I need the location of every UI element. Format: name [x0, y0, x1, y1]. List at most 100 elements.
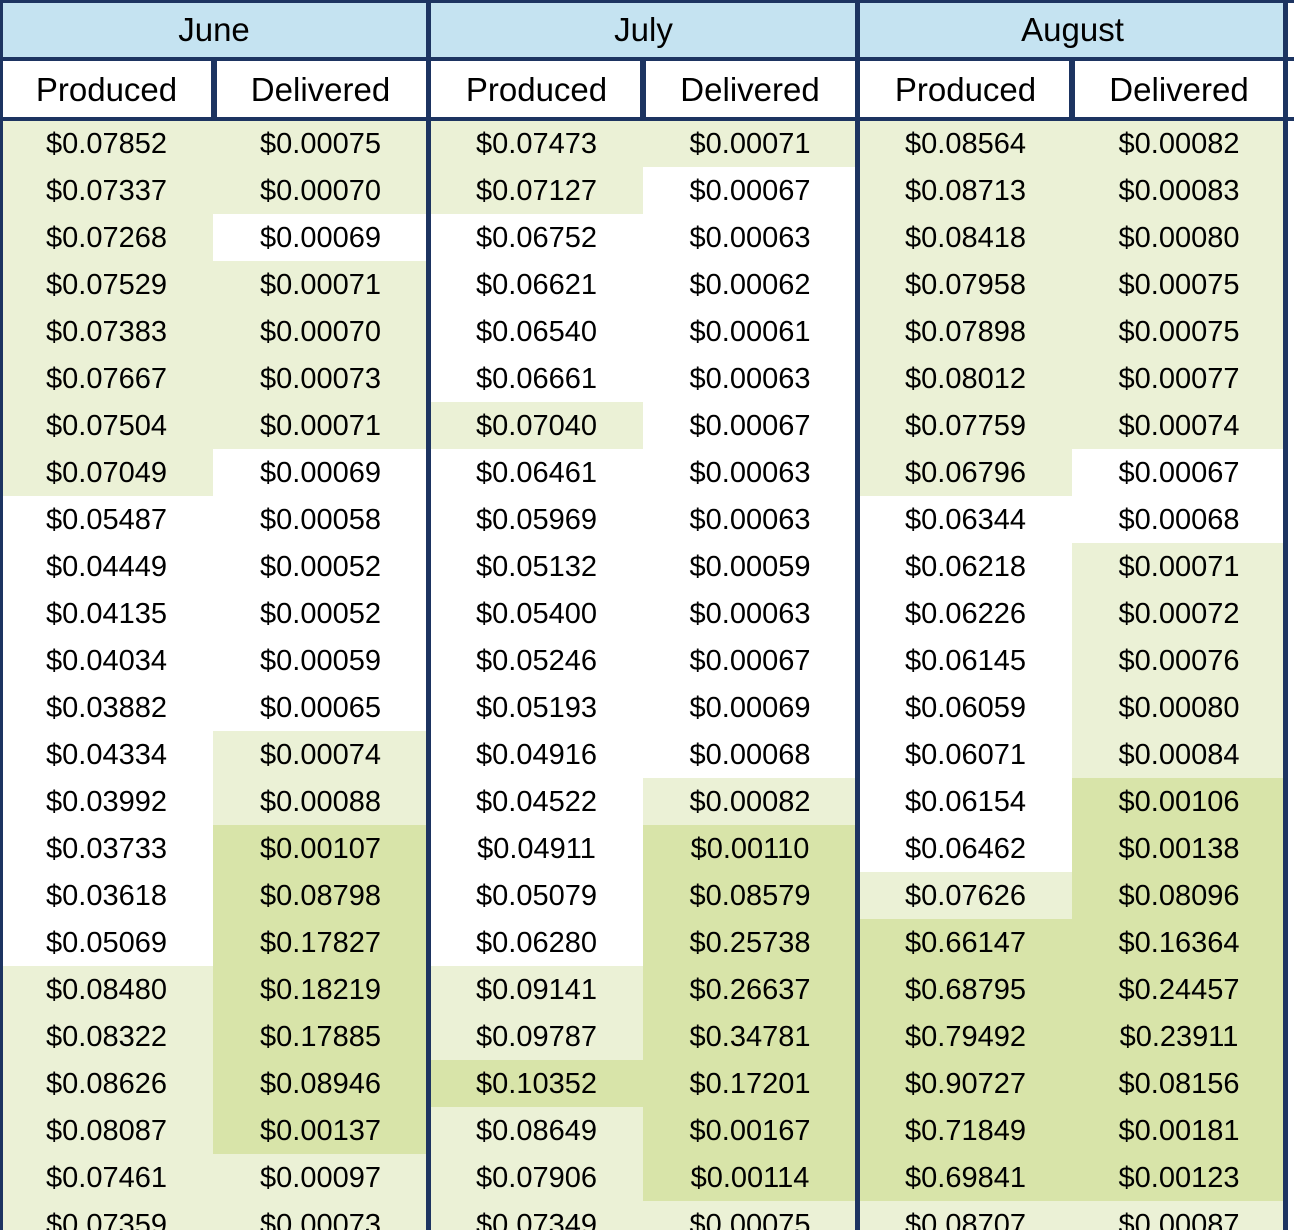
table-cell[interactable]: $0.06226: [859, 590, 1072, 637]
table-cell[interactable]: $0.07359: [0, 1201, 213, 1230]
table-cell[interactable]: $0.08156: [1072, 1060, 1286, 1107]
table-cell[interactable]: $0.07127: [430, 167, 643, 214]
table-cell[interactable]: $0.79492: [859, 1013, 1072, 1060]
table-cell[interactable]: $0.00075: [1072, 308, 1286, 355]
table-cell[interactable]: $0.00068: [1072, 496, 1286, 543]
table-cell[interactable]: $0.06796: [859, 449, 1072, 496]
table-cell[interactable]: $0.00074: [213, 731, 428, 778]
table-cell[interactable]: $0.07504: [0, 402, 213, 449]
table-cell[interactable]: $0.68795: [859, 966, 1072, 1013]
table-cell[interactable]: $0.00071: [213, 261, 428, 308]
table-cell[interactable]: $0.00181: [1072, 1107, 1286, 1154]
table-cell[interactable]: $0.18219: [213, 966, 428, 1013]
table-cell[interactable]: $0.07383: [0, 308, 213, 355]
table-cell[interactable]: $0.00063: [643, 355, 857, 402]
table-cell[interactable]: $0.07268: [0, 214, 213, 261]
table-cell[interactable]: $0.00070: [213, 308, 428, 355]
table-cell[interactable]: $0.05487: [0, 496, 213, 543]
table-cell[interactable]: $0.00138: [1072, 825, 1286, 872]
table-cell[interactable]: $0.00067: [1072, 449, 1286, 496]
table-cell[interactable]: $0.05400: [430, 590, 643, 637]
table-cell[interactable]: $0.00137: [213, 1107, 428, 1154]
table-cell[interactable]: $0.00077: [1072, 355, 1286, 402]
table-cell[interactable]: $0.00097: [213, 1154, 428, 1201]
table-cell[interactable]: $0.05132: [430, 543, 643, 590]
table-cell[interactable]: $0.00088: [213, 778, 428, 825]
table-cell[interactable]: $0.07958: [859, 261, 1072, 308]
table-cell[interactable]: $0.00069: [213, 214, 428, 261]
table-cell[interactable]: $0.00080: [1072, 684, 1286, 731]
table-cell[interactable]: $0.00063: [643, 590, 857, 637]
table-cell[interactable]: $0.00063: [643, 214, 857, 261]
table-cell[interactable]: $0.07852: [0, 120, 213, 167]
table-cell[interactable]: $0.10352: [430, 1060, 643, 1107]
table-cell[interactable]: $0.00059: [643, 543, 857, 590]
table-cell[interactable]: $0.06071: [859, 731, 1072, 778]
table-cell[interactable]: $0.00065: [213, 684, 428, 731]
table-cell[interactable]: $0.07349: [430, 1201, 643, 1230]
table-cell[interactable]: $0.07337: [0, 167, 213, 214]
table-cell[interactable]: $0.07898: [859, 308, 1072, 355]
table-cell[interactable]: $0.00114: [643, 1154, 857, 1201]
table-cell[interactable]: $0.06462: [859, 825, 1072, 872]
table-cell[interactable]: $0.00123: [1072, 1154, 1286, 1201]
table-cell[interactable]: $0.71849: [859, 1107, 1072, 1154]
table-cell[interactable]: $0.00073: [213, 355, 428, 402]
table-cell[interactable]: $0.00052: [213, 543, 428, 590]
table-cell[interactable]: $0.17885: [213, 1013, 428, 1060]
table-cell[interactable]: $0.08322: [0, 1013, 213, 1060]
table-cell[interactable]: $0.07461: [0, 1154, 213, 1201]
table-cell[interactable]: $0.07473: [430, 120, 643, 167]
table-cell[interactable]: $0.07667: [0, 355, 213, 402]
table-cell[interactable]: $0.00167: [643, 1107, 857, 1154]
table-cell[interactable]: $0.00075: [213, 120, 428, 167]
table-cell[interactable]: $0.08649: [430, 1107, 643, 1154]
table-cell[interactable]: $0.24457: [1072, 966, 1286, 1013]
table-cell[interactable]: $0.04522: [430, 778, 643, 825]
table-cell[interactable]: $0.06540: [430, 308, 643, 355]
table-cell[interactable]: $0.03992: [0, 778, 213, 825]
table-cell[interactable]: $0.00067: [643, 402, 857, 449]
table-cell[interactable]: $0.08579: [643, 872, 857, 919]
table-cell[interactable]: $0.00072: [1072, 590, 1286, 637]
table-cell[interactable]: $0.00070: [213, 167, 428, 214]
table-cell[interactable]: $0.17827: [213, 919, 428, 966]
table-cell[interactable]: $0.26637: [643, 966, 857, 1013]
table-cell[interactable]: $0.06344: [859, 496, 1072, 543]
table-cell[interactable]: $0.06154: [859, 778, 1072, 825]
table-cell[interactable]: $0.03618: [0, 872, 213, 919]
table-cell[interactable]: $0.04916: [430, 731, 643, 778]
table-cell[interactable]: $0.25738: [643, 919, 857, 966]
table-cell[interactable]: $0.00080: [1072, 214, 1286, 261]
table-cell[interactable]: $0.17201: [643, 1060, 857, 1107]
table-cell[interactable]: $0.00067: [643, 167, 857, 214]
table-cell[interactable]: $0.08798: [213, 872, 428, 919]
table-cell[interactable]: $0.06218: [859, 543, 1072, 590]
table-cell[interactable]: $0.00059: [213, 637, 428, 684]
table-cell[interactable]: $0.05079: [430, 872, 643, 919]
table-cell[interactable]: $0.08087: [0, 1107, 213, 1154]
table-cell[interactable]: $0.00074: [1072, 402, 1286, 449]
table-cell[interactable]: $0.08946: [213, 1060, 428, 1107]
table-cell[interactable]: $0.07759: [859, 402, 1072, 449]
table-cell[interactable]: $0.00069: [643, 684, 857, 731]
table-cell[interactable]: $0.00052: [213, 590, 428, 637]
table-cell[interactable]: $0.03882: [0, 684, 213, 731]
table-cell[interactable]: $0.00082: [1072, 120, 1286, 167]
table-cell[interactable]: $0.08713: [859, 167, 1072, 214]
table-cell[interactable]: $0.00062: [643, 261, 857, 308]
table-cell[interactable]: $0.07906: [430, 1154, 643, 1201]
table-cell[interactable]: $0.05193: [430, 684, 643, 731]
table-cell[interactable]: $0.00063: [643, 496, 857, 543]
table-cell[interactable]: $0.06145: [859, 637, 1072, 684]
table-cell[interactable]: $0.00073: [213, 1201, 428, 1230]
table-cell[interactable]: $0.07049: [0, 449, 213, 496]
table-cell[interactable]: $0.16364: [1072, 919, 1286, 966]
table-cell[interactable]: $0.06661: [430, 355, 643, 402]
table-cell[interactable]: $0.08626: [0, 1060, 213, 1107]
table-cell[interactable]: $0.04034: [0, 637, 213, 684]
table-cell[interactable]: $0.07529: [0, 261, 213, 308]
table-cell[interactable]: $0.00075: [643, 1201, 857, 1230]
table-cell[interactable]: $0.07040: [430, 402, 643, 449]
table-cell[interactable]: $0.00084: [1072, 731, 1286, 778]
